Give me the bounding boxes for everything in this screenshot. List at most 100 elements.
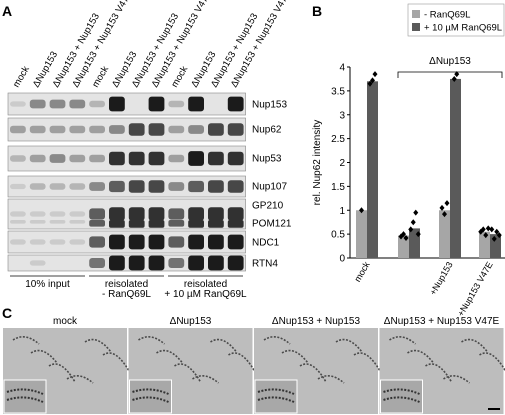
group-label: + 10 µM RanQ69L — [164, 289, 247, 300]
lane-label: mock — [90, 64, 111, 89]
blot-strip — [7, 198, 246, 230]
blot-strip — [7, 254, 246, 272]
blot-band — [10, 211, 26, 217]
data-point — [489, 226, 495, 233]
legend-swatch — [412, 10, 420, 18]
blot-band — [208, 123, 224, 136]
blot-band — [109, 234, 125, 250]
blot-band — [208, 234, 224, 250]
blot-band — [128, 255, 145, 271]
blot-band — [49, 154, 66, 163]
blot-band — [168, 154, 185, 163]
y-tick-label: 0.5 — [331, 230, 345, 241]
bar — [356, 210, 367, 258]
data-point — [401, 231, 406, 238]
row-label: NDC1 — [252, 238, 280, 249]
blot-band — [89, 208, 105, 220]
row-label: Nup107 — [252, 182, 287, 193]
bar — [490, 234, 501, 258]
data-point — [480, 226, 486, 233]
blot-band — [69, 183, 86, 190]
row-label: Nup62 — [252, 125, 282, 136]
blot-band — [109, 220, 125, 228]
blot-band — [188, 125, 204, 134]
blot-band — [188, 151, 204, 166]
group-label: - RanQ69L — [102, 289, 151, 300]
blot-band — [188, 220, 204, 228]
bar — [367, 81, 378, 258]
blot-band — [10, 125, 26, 134]
data-point — [485, 225, 491, 232]
membrane — [389, 336, 417, 345]
blot-band — [109, 180, 125, 193]
blot-band — [227, 180, 244, 193]
membrane — [66, 375, 94, 384]
blot-band — [128, 234, 145, 250]
y-tick-label: 3 — [339, 110, 345, 121]
inset-detail — [132, 388, 169, 403]
panel-label: A — [2, 3, 12, 19]
data-point — [454, 71, 460, 78]
lane-label: mock — [11, 64, 32, 89]
data-point — [442, 211, 447, 218]
bar — [479, 231, 490, 258]
blot-band — [208, 220, 224, 228]
blot-band — [148, 255, 165, 271]
blot-band — [10, 101, 26, 107]
blot-band — [69, 220, 86, 224]
data-point — [408, 226, 414, 233]
bar — [409, 228, 420, 258]
legend-box — [407, 3, 505, 37]
blot-band — [89, 258, 105, 268]
y-tick-label: 1 — [339, 206, 345, 217]
blot-band — [168, 100, 185, 108]
blot-band — [109, 151, 125, 166]
data-point — [372, 71, 378, 78]
panel-label: C — [2, 305, 12, 321]
blot-band — [69, 125, 86, 134]
annotation: ΔNup153 — [429, 56, 471, 67]
data-point — [415, 231, 421, 238]
group-label: 10% input — [25, 279, 70, 290]
data-point — [491, 235, 497, 242]
blot-strip — [7, 145, 246, 172]
blot-band — [10, 183, 26, 190]
blot-band — [188, 96, 204, 112]
blot-band — [148, 180, 165, 193]
image-title: ΔNup153 — [170, 316, 212, 327]
blot-band — [29, 239, 46, 245]
blot-band — [29, 183, 46, 190]
membrane — [263, 336, 291, 345]
row-label: POM121 — [252, 219, 292, 230]
y-tick-label: 0 — [339, 254, 345, 265]
blot-band — [89, 182, 105, 191]
blot-band — [29, 211, 46, 217]
data-point — [483, 232, 489, 239]
blot-band — [148, 151, 165, 166]
blot-band — [227, 96, 244, 112]
inset-detail — [383, 388, 420, 403]
blot-band — [168, 258, 185, 268]
row-label: Nup153 — [252, 100, 287, 111]
x-tick-label: +Nup153 — [428, 260, 455, 297]
blot-band — [89, 125, 105, 134]
data-point — [410, 219, 416, 226]
y-tick-label: 2 — [339, 158, 345, 169]
blot-band — [188, 255, 204, 271]
row-label: RTN4 — [252, 259, 278, 270]
data-point — [413, 209, 419, 216]
blot-band — [148, 96, 165, 112]
blot-band — [227, 151, 244, 166]
blot-band — [188, 207, 204, 221]
blot-strip — [7, 117, 246, 142]
blot-band — [148, 207, 165, 221]
blot-band — [109, 207, 125, 221]
lane-label: mock — [169, 64, 190, 89]
membrane — [192, 375, 220, 384]
blot-band — [69, 211, 86, 217]
membrane — [317, 375, 345, 384]
data-point — [359, 207, 364, 214]
row-label: GP210 — [252, 201, 284, 212]
inset-detail — [6, 388, 44, 403]
